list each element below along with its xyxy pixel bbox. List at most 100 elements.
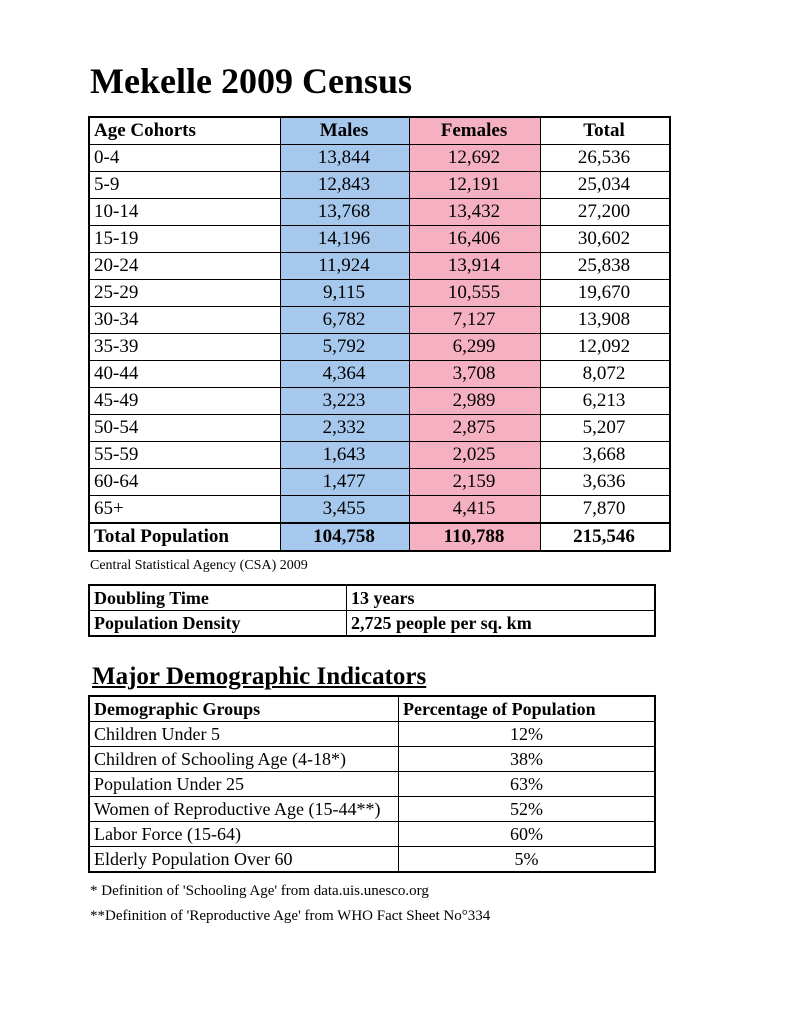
cell-females: 2,025 [410,442,541,469]
cell-age: 15-19 [89,226,281,253]
demographics-table: Demographic Groups Percentage of Populat… [88,695,656,873]
cell-age: 65+ [89,496,281,524]
cell-age: 5-9 [89,172,281,199]
total-females: 110,788 [410,523,541,551]
page-title: Mekelle 2009 Census [90,60,711,102]
cell-total: 12,092 [541,334,671,361]
cell-age: 25-29 [89,280,281,307]
page: Mekelle 2009 Census Age Cohorts Males Fe… [0,0,791,1024]
cell-age: 20-24 [89,253,281,280]
cell-total: 6,213 [541,388,671,415]
cell-males: 11,924 [281,253,410,280]
cell-total: 25,034 [541,172,671,199]
stats-value: 13 years [347,585,656,611]
cell-females: 4,415 [410,496,541,524]
demo-row: Population Under 2563% [89,772,655,797]
cell-males: 5,792 [281,334,410,361]
demo-row: Labor Force (15-64)60% [89,822,655,847]
demo-pct: 52% [399,797,656,822]
census-total-row: Total Population 104,758 110,788 215,546 [89,523,670,551]
cell-age: 40-44 [89,361,281,388]
total-total: 215,546 [541,523,671,551]
header-pct: Percentage of Population [399,696,656,722]
demo-group: Labor Force (15-64) [89,822,399,847]
census-row: 0-413,84412,69226,536 [89,145,670,172]
cell-females: 12,692 [410,145,541,172]
stats-table: Doubling Time13 yearsPopulation Density2… [88,584,656,637]
cell-females: 6,299 [410,334,541,361]
demo-pct: 5% [399,847,656,873]
cell-males: 13,768 [281,199,410,226]
cell-age: 45-49 [89,388,281,415]
census-row: 55-591,6432,0253,668 [89,442,670,469]
cell-total: 13,908 [541,307,671,334]
cell-females: 10,555 [410,280,541,307]
cell-males: 3,455 [281,496,410,524]
cell-age: 30-34 [89,307,281,334]
cell-total: 27,200 [541,199,671,226]
cell-females: 2,159 [410,469,541,496]
census-row: 50-542,3322,8755,207 [89,415,670,442]
demo-group: Women of Reproductive Age (15-44**) [89,797,399,822]
cell-males: 3,223 [281,388,410,415]
cell-females: 2,875 [410,415,541,442]
demo-pct: 63% [399,772,656,797]
cell-females: 13,432 [410,199,541,226]
stats-row: Doubling Time13 years [89,585,655,611]
demo-row: Children Under 512% [89,722,655,747]
cell-total: 8,072 [541,361,671,388]
stats-value: 2,725 people per sq. km [347,611,656,637]
source-note: Central Statistical Agency (CSA) 2009 [90,558,711,574]
section-subtitle: Major Demographic Indicators [92,663,711,691]
demo-row: Elderly Population Over 605% [89,847,655,873]
cell-males: 1,643 [281,442,410,469]
footnote-1: * Definition of 'Schooling Age' from dat… [90,883,711,900]
header-age: Age Cohorts [89,117,281,145]
footnote-2: **Definition of 'Reproductive Age' from … [90,908,711,925]
total-males: 104,758 [281,523,410,551]
census-row: 35-395,7926,29912,092 [89,334,670,361]
cell-total: 30,602 [541,226,671,253]
census-row: 65+3,4554,4157,870 [89,496,670,524]
demo-header-row: Demographic Groups Percentage of Populat… [89,696,655,722]
cell-total: 3,668 [541,442,671,469]
cell-age: 55-59 [89,442,281,469]
cell-age: 50-54 [89,415,281,442]
demo-group: Children of Schooling Age (4-18*) [89,747,399,772]
cell-total: 5,207 [541,415,671,442]
demo-group: Children Under 5 [89,722,399,747]
demo-pct: 38% [399,747,656,772]
stats-label: Doubling Time [89,585,347,611]
demo-group: Elderly Population Over 60 [89,847,399,873]
cell-total: 7,870 [541,496,671,524]
census-row: 15-1914,19616,40630,602 [89,226,670,253]
census-row: 30-346,7827,12713,908 [89,307,670,334]
cell-females: 13,914 [410,253,541,280]
census-row: 40-444,3643,7088,072 [89,361,670,388]
cell-males: 12,843 [281,172,410,199]
cell-age: 0-4 [89,145,281,172]
census-row: 20-2411,92413,91425,838 [89,253,670,280]
cell-males: 1,477 [281,469,410,496]
cell-females: 3,708 [410,361,541,388]
cell-age: 60-64 [89,469,281,496]
cell-males: 9,115 [281,280,410,307]
cell-age: 35-39 [89,334,281,361]
cell-males: 13,844 [281,145,410,172]
demo-pct: 60% [399,822,656,847]
cell-total: 26,536 [541,145,671,172]
census-header-row: Age Cohorts Males Females Total [89,117,670,145]
demo-pct: 12% [399,722,656,747]
cell-total: 19,670 [541,280,671,307]
cell-males: 2,332 [281,415,410,442]
census-row: 10-1413,76813,43227,200 [89,199,670,226]
cell-males: 14,196 [281,226,410,253]
demo-row: Women of Reproductive Age (15-44**)52% [89,797,655,822]
demo-group: Population Under 25 [89,772,399,797]
cell-total: 3,636 [541,469,671,496]
total-label: Total Population [89,523,281,551]
cell-total: 25,838 [541,253,671,280]
header-group: Demographic Groups [89,696,399,722]
cell-females: 7,127 [410,307,541,334]
stats-row: Population Density2,725 people per sq. k… [89,611,655,637]
